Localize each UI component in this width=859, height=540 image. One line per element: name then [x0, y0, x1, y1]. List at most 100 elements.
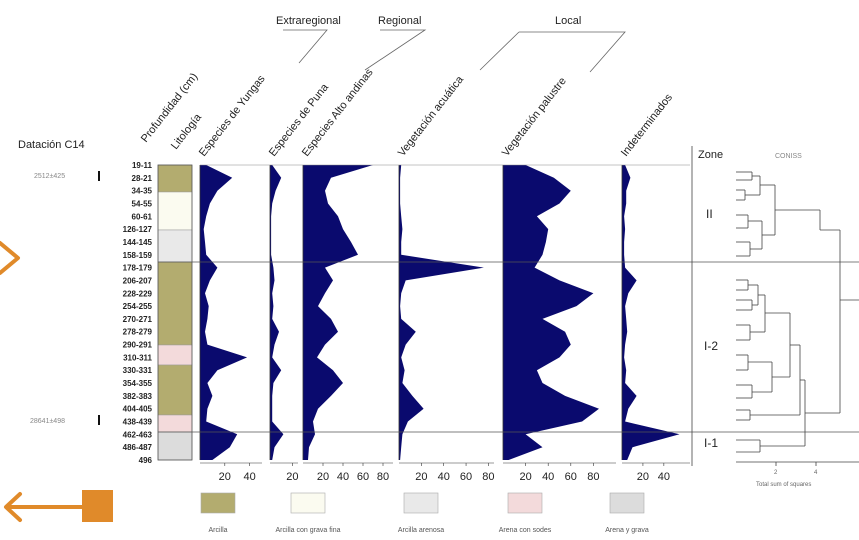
lithology-band [157, 344, 193, 366]
depth-label: 382-383 [123, 392, 153, 401]
lithology-column [157, 164, 193, 461]
depth-label: 54-55 [132, 199, 153, 208]
depth-label: 144-145 [123, 238, 153, 247]
legend-label: Arena y grava [605, 527, 649, 534]
date-marker-bottom [98, 415, 100, 425]
depth-label: 158-159 [123, 251, 153, 260]
depth-label: 19-11 [132, 161, 153, 170]
legend-swatch [609, 492, 645, 514]
depth-label: 404-405 [123, 405, 153, 414]
date-marker-top [98, 171, 100, 181]
depth-label: 462-463 [123, 430, 153, 439]
dating-header: Datación C14 [18, 139, 85, 151]
zone-label-I-2: I-2 [704, 339, 718, 353]
series-area [200, 165, 248, 460]
depth-label: 126-127 [123, 225, 153, 234]
series-panels: 20 40 20 20 40 60 80 20 40 60 80 20 40 60 80 20 40 [199, 165, 690, 483]
lithology-frame [157, 164, 193, 461]
series-tick-label: 20 [317, 471, 329, 483]
cluster-tick-label-2: 4 [814, 470, 818, 476]
depth-label: 270-271 [123, 315, 153, 324]
zone-label-II: II [706, 207, 713, 221]
depth-label: 254-255 [123, 302, 153, 311]
depth-label: 34-35 [132, 187, 153, 196]
depth-label: 486-487 [123, 443, 153, 452]
depth-label: 496 [139, 456, 153, 465]
date-label-top: 2512±425 [34, 173, 65, 180]
series-tick-label: 20 [637, 471, 649, 483]
lithology-band [157, 414, 193, 433]
series-area [303, 165, 373, 460]
series-tick-label: 20 [286, 471, 298, 483]
series-tick-label: 40 [243, 471, 255, 483]
coniss-dendrogram [736, 171, 859, 453]
depth-label: 310-311 [123, 353, 152, 362]
series-tick-label: 80 [377, 471, 389, 483]
depth-label: 438-439 [123, 418, 153, 427]
series-tick-label: 20 [519, 471, 531, 483]
legend-swatch [200, 492, 236, 514]
series-tick-label: 80 [587, 471, 599, 483]
series-tick-label: 60 [357, 471, 369, 483]
coniss-header: CONISS [775, 153, 802, 160]
depth-label: 60-61 [132, 212, 153, 221]
group-label-local: Local [555, 15, 581, 27]
series-tick-label: 60 [565, 471, 577, 483]
series-area [503, 165, 599, 460]
series-area [622, 165, 680, 460]
series-tick-label: 60 [460, 471, 472, 483]
depth-label: 330-331 [123, 366, 153, 375]
legend-label: Arcilla [208, 527, 227, 534]
depth-labels: 19-11 28-21 34-35 54-55 60-61 126-127 144-145 1… [123, 161, 153, 465]
legend-swatch [507, 492, 543, 514]
legend-swatch [290, 492, 326, 514]
series-tick-label: 80 [482, 471, 494, 483]
group-bracket-extraregional [283, 29, 328, 64]
lithology-band [157, 191, 193, 231]
depth-label: 228-229 [123, 289, 153, 298]
depth-label: 354-355 [123, 379, 153, 388]
date-label-bottom: 28641±498 [30, 418, 65, 425]
arrow-right-icon [0, 241, 20, 275]
lithology-header: Litología [169, 111, 205, 152]
lithology-band [157, 229, 193, 263]
zone-label-I-1: I-1 [704, 436, 718, 450]
legend-label: Arena con sodes [499, 527, 552, 534]
series-tick-label: 40 [658, 471, 670, 483]
depth-label: 178-179 [123, 264, 153, 273]
series-header: Especies de Yungas [197, 73, 268, 159]
series-tick-label: 40 [542, 471, 554, 483]
depth-label: 206-207 [123, 276, 153, 285]
series-tick-label: 20 [219, 471, 231, 483]
cluster-tick-label-1: 2 [774, 470, 778, 476]
zone-lines [158, 164, 859, 433]
group-bracket-local-left [479, 31, 520, 71]
group-bracket-local [519, 31, 626, 73]
series-header: Vegetación palustre [500, 75, 569, 159]
series-tick-label: 20 [415, 471, 427, 483]
lithology-band [157, 431, 193, 461]
legend-label: Arcilla con grava fina [276, 527, 341, 534]
depth-label: 278-279 [123, 328, 153, 337]
zone-header: Zone [698, 149, 723, 161]
group-bracket-regional [364, 29, 427, 71]
cluster-axis-label: Total sum of squares [756, 482, 811, 488]
lithology-band [157, 261, 193, 346]
arrow-left-icon [4, 490, 113, 522]
lithology-band [157, 364, 193, 416]
lithology-band [157, 164, 193, 193]
series-header: Vegetación acuática [396, 73, 467, 159]
series-tick-label: 40 [337, 471, 349, 483]
depth-label: 28-21 [132, 174, 153, 183]
series-header: Indeterminados [619, 91, 675, 159]
legend-swatch [403, 492, 439, 514]
depth-label: 290-291 [123, 341, 153, 350]
group-label-regional: Regional [378, 15, 421, 27]
series-area [399, 165, 484, 460]
legend-label: Arcilla arenosa [398, 527, 444, 534]
lithology-legend: Arcilla Arcilla con grava fina Arcilla are… [200, 492, 649, 534]
series-area [270, 165, 284, 460]
series-headers: Especies de Yungas Especies de PunaEspeci… [197, 66, 675, 159]
series-header: Especies de Puna [267, 81, 332, 159]
